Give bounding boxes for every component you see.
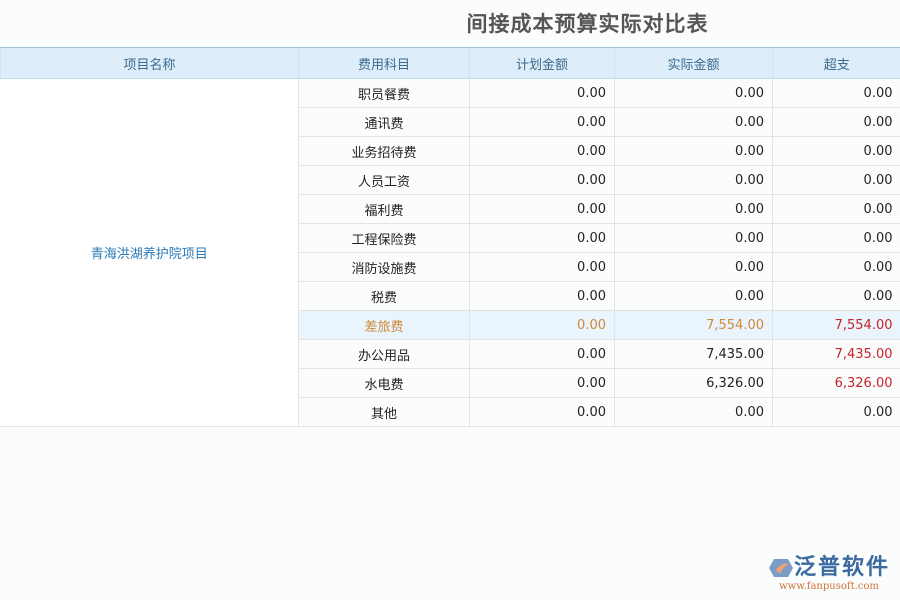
category-cell: 工程保险费 xyxy=(298,223,470,253)
category-cell: 通讯费 xyxy=(298,107,470,137)
overspend-cell: 7,435.00 xyxy=(772,339,900,369)
table-row[interactable]: 其他 0.00 0.00 0.00 xyxy=(1,397,900,427)
category-cell: 水电费 xyxy=(298,368,470,398)
category-cell: 税费 xyxy=(298,281,470,311)
logo-name: 泛普软件 xyxy=(793,555,890,580)
category-cell: 人员工资 xyxy=(298,165,470,195)
plan-amount-cell: 0.00 xyxy=(469,78,615,108)
actual-amount-cell: 0.00 xyxy=(614,252,773,282)
header-actual[interactable]: 实际金额 xyxy=(614,47,773,79)
overspend-cell: 0.00 xyxy=(772,136,900,166)
plan-amount-cell: 0.00 xyxy=(469,368,615,398)
table-row[interactable]: 差旅费 0.00 7,554.00 7,554.00 xyxy=(1,310,900,340)
overspend-cell: 6,326.00 xyxy=(772,368,900,398)
category-cell: 差旅费 xyxy=(298,310,470,340)
table-row[interactable]: 青海洪湖养护院项目 职员餐费 0.00 0.00 0.00 xyxy=(0,78,900,427)
actual-amount-cell: 0.00 xyxy=(614,165,773,195)
overspend-cell: 0.00 xyxy=(772,252,900,282)
logo-mark-icon xyxy=(768,559,793,577)
actual-amount-cell: 6,326.00 xyxy=(614,368,773,398)
plan-amount-cell: 0.00 xyxy=(469,310,615,340)
actual-amount-cell: 0.00 xyxy=(614,107,773,137)
fanpu-logo: 泛普软件 www.fanpusoft.com xyxy=(768,549,890,592)
overspend-cell: 0.00 xyxy=(772,223,900,253)
logo-url: www.fanpusoft.com xyxy=(779,581,879,592)
table-row[interactable]: 人员工资 0.00 0.00 0.00 xyxy=(1,165,900,195)
page-title: 间接成本预算实际对比表 xyxy=(466,12,709,36)
table-header: 项目名称 费用科目 计划金额 实际金额 超支 xyxy=(0,47,900,79)
table-row[interactable]: 工程保险费 0.00 0.00 0.00 xyxy=(1,223,900,253)
category-cell: 消防设施费 xyxy=(298,252,470,282)
header-project[interactable]: 项目名称 xyxy=(0,47,299,79)
overspend-cell: 0.00 xyxy=(772,107,900,137)
plan-amount-cell: 0.00 xyxy=(469,397,615,427)
plan-amount-cell: 0.00 xyxy=(469,281,615,311)
actual-amount-cell: 0.00 xyxy=(614,78,773,108)
plan-amount-cell: 0.00 xyxy=(469,165,615,195)
category-cell: 职员餐费 xyxy=(298,78,470,108)
plan-amount-cell: 0.00 xyxy=(469,252,615,282)
actual-amount-cell: 0.00 xyxy=(614,194,773,224)
project-name-cell[interactable]: 青海洪湖养护院项目 xyxy=(0,78,299,427)
overspend-cell: 0.00 xyxy=(772,194,900,224)
actual-amount-cell: 0.00 xyxy=(614,223,773,253)
header-plan[interactable]: 计划金额 xyxy=(469,47,615,79)
actual-amount-cell: 0.00 xyxy=(614,136,773,166)
overspend-cell: 0.00 xyxy=(772,78,900,108)
plan-amount-cell: 0.00 xyxy=(469,194,615,224)
overspend-cell: 7,554.00 xyxy=(772,310,900,340)
category-cell: 办公用品 xyxy=(298,339,470,369)
overspend-cell: 0.00 xyxy=(772,397,900,427)
table-row[interactable]: 税费 0.00 0.00 0.00 xyxy=(1,281,900,311)
table-row[interactable]: 业务招待费 0.00 0.00 0.00 xyxy=(1,136,900,166)
cost-comparison-table: 项目名称 费用科目 计划金额 实际金额 超支 青海洪湖养护院项目 职员餐费 0.00… xyxy=(0,47,900,427)
actual-amount-cell: 7,554.00 xyxy=(614,310,773,340)
overspend-cell: 0.00 xyxy=(772,165,900,195)
table-row[interactable]: 办公用品 0.00 7,435.00 7,435.00 xyxy=(1,339,900,369)
table-row[interactable]: 通讯费 0.00 0.00 0.00 xyxy=(1,107,900,137)
plan-amount-cell: 0.00 xyxy=(469,107,615,137)
plan-amount-cell: 0.00 xyxy=(469,339,615,369)
header-overspend[interactable]: 超支 xyxy=(772,47,900,79)
table-row[interactable]: 水电费 0.00 6,326.00 6,326.00 xyxy=(1,368,900,398)
plan-amount-cell: 0.00 xyxy=(469,136,615,166)
plan-amount-cell: 0.00 xyxy=(469,223,615,253)
actual-amount-cell: 7,435.00 xyxy=(614,339,773,369)
category-cell: 业务招待费 xyxy=(298,136,470,166)
category-cell: 其他 xyxy=(298,397,470,427)
overspend-cell: 0.00 xyxy=(772,281,900,311)
table-row[interactable]: 福利费 0.00 0.00 0.00 xyxy=(1,194,900,224)
category-cell: 福利费 xyxy=(298,194,470,224)
actual-amount-cell: 0.00 xyxy=(614,281,773,311)
table-row[interactable]: 消防设施费 0.00 0.00 0.00 xyxy=(1,252,900,282)
actual-amount-cell: 0.00 xyxy=(614,397,773,427)
header-category[interactable]: 费用科目 xyxy=(298,47,470,79)
